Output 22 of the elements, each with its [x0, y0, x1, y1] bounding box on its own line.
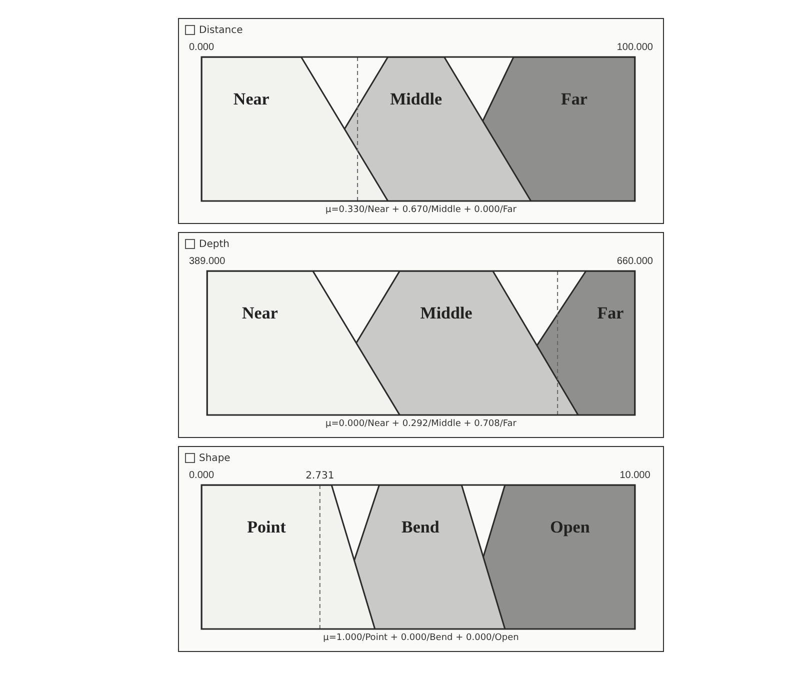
- series-label: Near: [242, 304, 278, 323]
- x-tick-label: 100.000: [616, 42, 654, 53]
- ref-line-label: 2.731: [306, 470, 334, 482]
- series-label: Point: [247, 518, 286, 537]
- series-label: Middle: [420, 304, 473, 323]
- chart-title: Shape: [199, 452, 230, 464]
- text: μ=0.000/Near + 0.292/Middle + 0.708/Far: [324, 419, 518, 431]
- series-label: Open: [550, 518, 590, 537]
- series-label: Far: [561, 90, 588, 109]
- x-tick-label: 389.000: [188, 256, 226, 267]
- x-tick-label: 0.000: [188, 470, 214, 481]
- x-tick-label: 0.000: [188, 42, 214, 53]
- text: μ=1.000/Point + 0.000/Bend + 0.000/Open: [322, 633, 520, 645]
- x-tick-label: 660.000: [616, 256, 654, 267]
- chart-title: Depth: [199, 238, 230, 250]
- text: μ=0.330/Near + 0.670/Middle + 0.000/Far: [324, 205, 518, 217]
- series-label: Bend: [402, 518, 440, 537]
- series-label: Middle: [390, 90, 442, 109]
- chart-title: Distance: [199, 24, 243, 36]
- series-label: Far: [597, 304, 624, 323]
- x-tick-label: 10.000: [620, 470, 651, 481]
- series-label: Near: [233, 90, 270, 109]
